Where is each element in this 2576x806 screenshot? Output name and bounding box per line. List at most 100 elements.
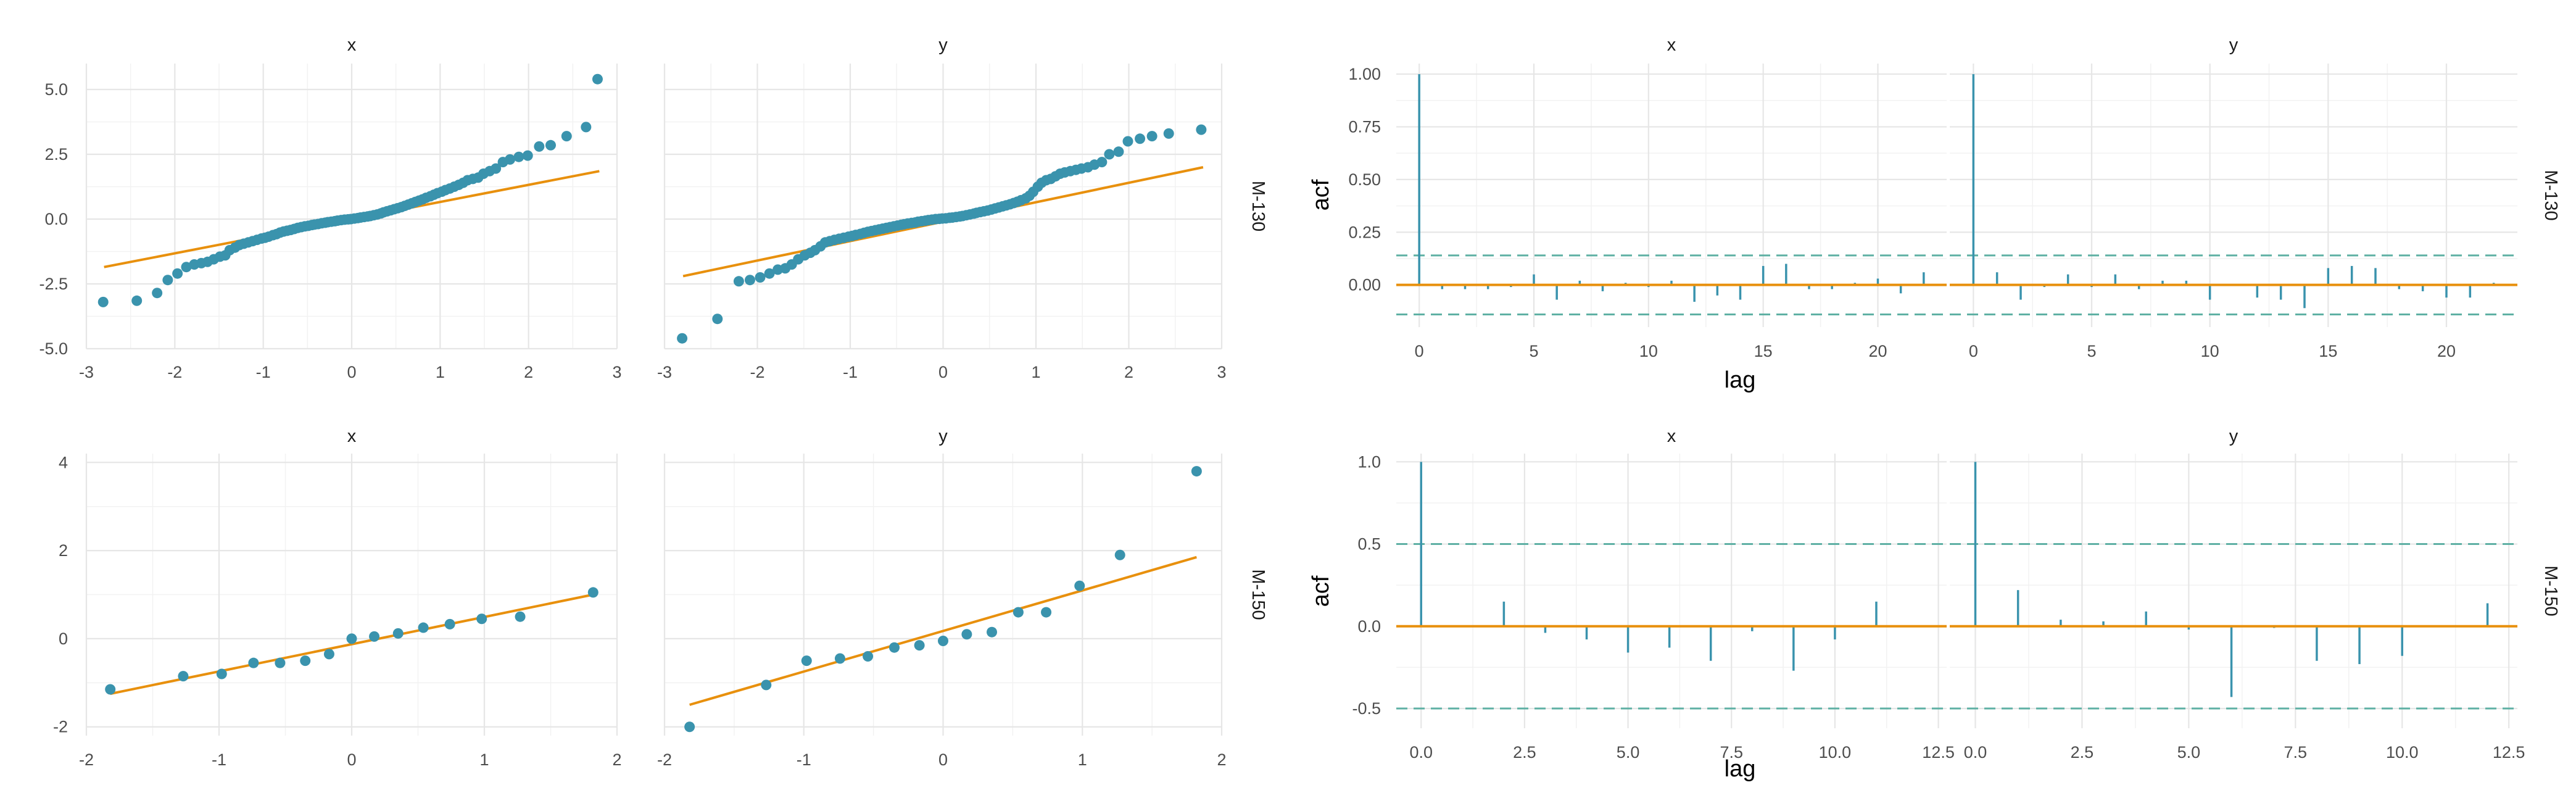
x-tick-label: -1 [212, 750, 226, 769]
qq-point [801, 655, 812, 667]
x-tick-label: -1 [797, 750, 811, 769]
x-tick-label: 2 [1217, 750, 1226, 769]
facet-label: x [347, 426, 357, 446]
qq-point [444, 618, 455, 629]
qq-point [581, 122, 592, 133]
x-tick-label: 10 [2201, 342, 2219, 360]
chart-qq-plot-m-150: x -2 -1 0 1 2 -2 0 2 4 y -2 -1 0 1 2 M-150 [53, 426, 1268, 769]
gridlines [1950, 454, 2517, 728]
qq-point [888, 642, 900, 653]
qq-point [914, 640, 925, 651]
qq-point [592, 73, 603, 85]
qq-point [515, 611, 526, 622]
qq-point [834, 653, 845, 664]
x-tick-label: 0 [347, 750, 356, 769]
x-tick-label: 10.0 [1819, 743, 1852, 762]
qq-point [392, 628, 404, 639]
y-tick-label: 0 [59, 629, 68, 648]
y-tick-label: -2 [53, 718, 68, 736]
qq-point [534, 141, 545, 152]
qq-point [97, 296, 109, 307]
x-tick-label: -2 [167, 363, 182, 381]
reference-line [689, 555, 1197, 706]
qq-point [248, 657, 259, 668]
qq-point [1191, 466, 1202, 477]
x-tick-label: 1 [479, 750, 489, 769]
panel-x: x 0 5 10 15 20 0.00 0.25 0.50 0.75 1.00 [1348, 35, 1947, 360]
qq-point [152, 288, 163, 299]
qq-point [1074, 580, 1085, 591]
qq-point [1146, 131, 1158, 142]
x-tick-label: 15 [2319, 342, 2337, 360]
y-tick-label: -0.5 [1352, 699, 1381, 718]
gridlines [663, 64, 1223, 350]
qq-point [522, 150, 533, 161]
y-tick-label: 2.5 [44, 145, 68, 164]
facet-label: y [938, 426, 948, 446]
qq-point [561, 131, 572, 142]
row-label: M-130 [2541, 170, 2561, 220]
gridlines [663, 454, 1223, 736]
panel-y: y 0 5 10 15 20 [1950, 35, 2517, 360]
qq-point [733, 276, 744, 287]
x-tick-label: -3 [79, 363, 94, 381]
x-axis-title: lag [1725, 756, 1756, 782]
x-tick-label: 5.0 [2177, 743, 2201, 762]
qq-point [1113, 146, 1124, 157]
y-axis-title: acf [1308, 575, 1334, 607]
x-tick-label: 5 [2087, 342, 2096, 360]
y-tick-label: -2.5 [39, 275, 68, 293]
x-tick-label: 15 [1754, 342, 1773, 360]
qq-point [216, 668, 227, 679]
qq-point [1013, 607, 1024, 618]
x-tick-label: -1 [843, 363, 858, 381]
x-tick-label: 0 [938, 363, 948, 381]
x-tick-label: -3 [657, 363, 672, 381]
x-tick-label: 0.0 [1409, 743, 1433, 762]
x-tick-label: 2 [612, 750, 621, 769]
qq-point [181, 262, 192, 273]
qq-point [491, 163, 502, 174]
x-tick-label: -2 [657, 750, 672, 769]
qq-point [755, 272, 766, 283]
x-tick-label: -1 [256, 363, 271, 381]
gridlines [1396, 454, 1947, 728]
facet-label: x [1667, 426, 1676, 446]
x-tick-label: 7.5 [2284, 743, 2308, 762]
y-tick-label: 1.0 [1357, 452, 1381, 471]
x-tick-label: 2.5 [1513, 743, 1536, 762]
gridlines [85, 454, 618, 736]
qq-point [418, 622, 429, 633]
x-tick-label: 1 [1031, 363, 1040, 381]
y-tick-label: 0.0 [44, 210, 68, 228]
reference-line [110, 593, 594, 696]
qq-point [476, 613, 487, 625]
qq-point [505, 154, 516, 165]
chart-acf-m-150: x 0.0 2.5 5.0 7.5 10.0 12.5 -0.5 0.0 0.5 1.0 y 0.0 2.… [1308, 426, 2561, 782]
chart-acf-m-130: x 0 5 10 15 20 0.00 0.25 0.50 0.75 1.00 y 0 5 10 15 20 M-… [1308, 35, 2561, 393]
qq-point [684, 721, 695, 733]
x-tick-label: 1 [1078, 750, 1087, 769]
qq-point [744, 275, 755, 286]
y-tick-label: 4 [59, 453, 68, 472]
panel-y: y -2 -1 0 1 2 [657, 426, 1227, 769]
x-tick-label: 2.5 [2071, 743, 2094, 762]
y-axis-title: acf [1308, 179, 1334, 210]
qq-point [761, 679, 772, 691]
qq-point [178, 671, 189, 682]
y-tick-label: 5.0 [44, 80, 68, 99]
y-tick-label: 2 [59, 541, 68, 560]
x-tick-label: 0 [1415, 342, 1424, 360]
qq-point [131, 295, 143, 306]
panel-x: x -2 -1 0 1 2 -2 0 2 4 [53, 426, 622, 769]
qq-point [1104, 149, 1115, 160]
x-tick-label: 12.5 [2493, 743, 2525, 762]
y-tick-label: 0.0 [1357, 617, 1381, 636]
facet-label: y [2229, 426, 2238, 446]
qq-point [1114, 549, 1125, 560]
qq-point [369, 631, 380, 642]
x-tick-label: 0 [1969, 342, 1978, 360]
qq-point [764, 268, 775, 279]
qq-point [300, 655, 311, 667]
